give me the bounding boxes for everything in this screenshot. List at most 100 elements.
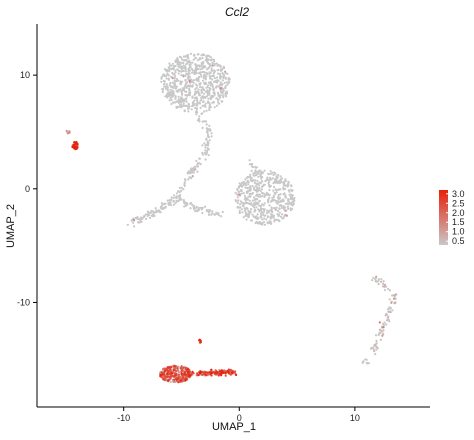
cell-point	[261, 218, 264, 221]
cell-point	[292, 202, 295, 206]
cell-point	[372, 347, 375, 350]
cell-point	[383, 321, 386, 324]
cell-point	[201, 206, 204, 209]
cell-point	[133, 218, 136, 222]
cell-point	[287, 183, 290, 186]
cell-point	[178, 190, 181, 194]
cell-point	[161, 373, 164, 376]
cell-point	[198, 157, 201, 160]
cell-point	[272, 182, 275, 185]
cell-point	[182, 104, 185, 107]
cell-point	[195, 66, 198, 69]
cell-point	[180, 67, 183, 71]
cell-point	[388, 298, 391, 301]
cell-point	[170, 198, 173, 201]
cell-point	[231, 372, 234, 375]
cell-point	[196, 97, 199, 100]
cell-point	[260, 211, 263, 214]
cell-point	[218, 76, 221, 79]
cell-point	[205, 56, 208, 59]
cell-point	[198, 338, 201, 341]
cell-point	[204, 149, 207, 152]
cell-point	[172, 73, 175, 76]
cell-point	[221, 90, 224, 93]
cell-point	[379, 280, 383, 283]
cell-point	[160, 371, 163, 374]
cell-point	[251, 204, 254, 207]
cell-point	[211, 78, 214, 81]
cell-point	[191, 69, 194, 72]
cell-point	[248, 195, 252, 198]
cell-point	[266, 216, 269, 219]
cell-point	[172, 369, 176, 372]
cell-point	[227, 368, 230, 371]
cell-point	[210, 94, 213, 98]
cell-point	[250, 169, 253, 172]
cell-point	[162, 377, 165, 380]
cell-point	[281, 217, 284, 220]
cell-point	[196, 119, 199, 122]
cell-point	[195, 205, 198, 208]
cell-point	[224, 374, 227, 377]
cell-point	[262, 207, 265, 211]
cell-point	[205, 151, 208, 154]
cell-point	[224, 86, 227, 90]
cell-point	[189, 52, 192, 56]
cell-point	[375, 275, 378, 278]
cell-point	[385, 285, 388, 288]
cell-point	[286, 185, 289, 188]
cell-point	[268, 204, 271, 207]
cell-point	[157, 210, 161, 213]
cell-point	[182, 199, 185, 202]
cell-point	[255, 188, 258, 191]
cell-point	[240, 208, 243, 211]
cell-point	[249, 210, 252, 213]
cell-point	[388, 289, 391, 292]
cell-point	[175, 199, 178, 203]
cell-point	[211, 61, 214, 64]
cell-point	[239, 200, 242, 203]
cell-point	[168, 202, 171, 205]
cell-point	[175, 100, 178, 103]
cell-point	[256, 216, 259, 219]
axis-ticks: -10 0 10 -10 0 10	[17, 70, 360, 423]
cell-point	[237, 186, 241, 189]
cell-point	[239, 203, 242, 206]
cell-point	[198, 57, 201, 60]
cell-point	[172, 380, 175, 383]
cell-point	[180, 368, 183, 371]
cell-point	[260, 216, 263, 219]
cell-point	[183, 183, 186, 187]
legend-label: 0.5	[452, 236, 465, 246]
cell-point	[198, 115, 201, 118]
cell-point	[268, 183, 271, 186]
cell-point	[202, 97, 205, 100]
cell-point	[171, 89, 174, 92]
cell-point	[289, 193, 292, 196]
cell-point	[387, 287, 390, 290]
cell-point	[210, 132, 213, 135]
cell-point	[178, 197, 181, 200]
cell-point	[246, 186, 249, 189]
cell-point	[365, 361, 368, 364]
cell-point	[175, 192, 179, 195]
cell-point	[213, 106, 216, 109]
cell-point	[195, 159, 198, 162]
cell-point	[251, 191, 254, 195]
cell-point	[254, 185, 257, 188]
cell-point	[287, 189, 290, 192]
cell-point	[256, 193, 259, 196]
cell-point	[375, 339, 378, 342]
cell-point	[197, 206, 200, 209]
cell-point	[66, 132, 69, 135]
cell-point	[166, 92, 169, 95]
cell-point	[184, 66, 187, 70]
cell-point	[177, 79, 180, 82]
cell-point	[174, 370, 178, 373]
cell-point	[215, 97, 218, 100]
cell-point	[194, 209, 197, 212]
cell-point	[163, 83, 166, 86]
cell-point	[190, 168, 193, 171]
cell-point	[259, 182, 262, 185]
cell-point	[244, 186, 247, 189]
